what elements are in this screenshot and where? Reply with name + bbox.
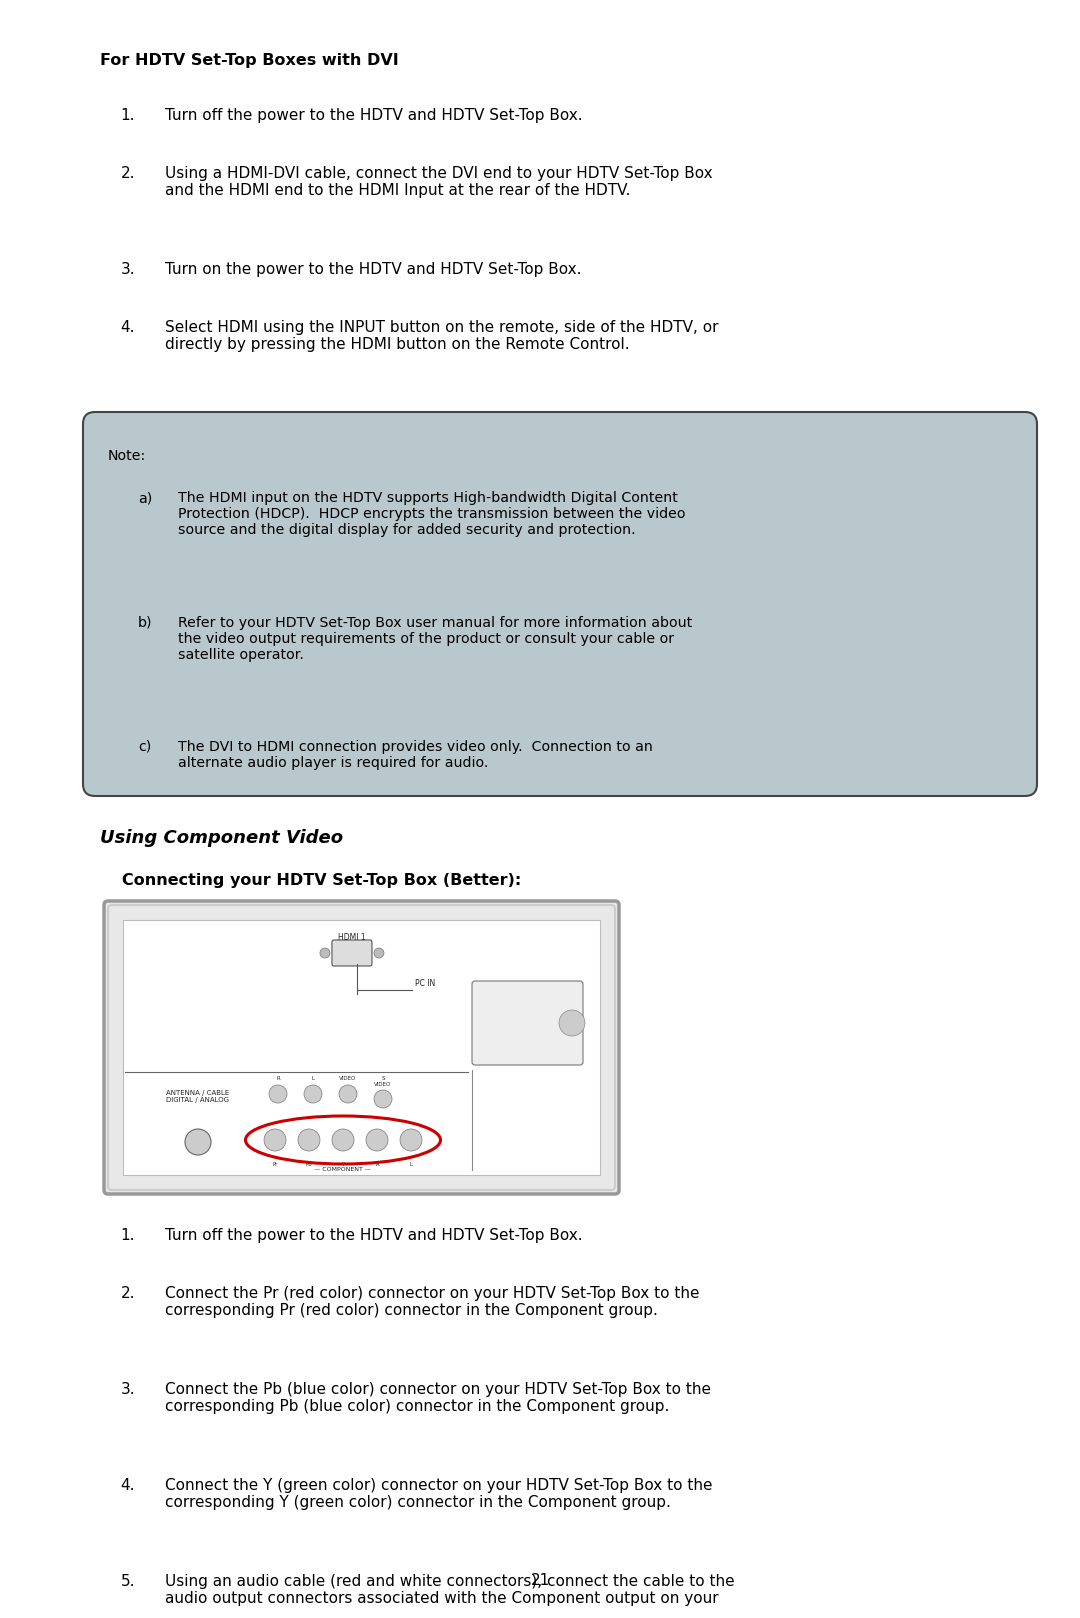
Text: For HDTV Set-Top Boxes with DVI: For HDTV Set-Top Boxes with DVI bbox=[100, 53, 399, 68]
Text: Connect the Pr (red color) connector on your HDTV Set-Top Box to the
correspondi: Connect the Pr (red color) connector on … bbox=[165, 1286, 700, 1319]
Text: ANTENNA / CABLE
DIGITAL / ANALOG: ANTENNA / CABLE DIGITAL / ANALOG bbox=[166, 1091, 230, 1103]
Circle shape bbox=[185, 1129, 211, 1155]
Text: 21: 21 bbox=[530, 1573, 550, 1587]
Circle shape bbox=[298, 1129, 320, 1150]
Text: VIDEO: VIDEO bbox=[339, 1076, 356, 1081]
Text: Using Component Video: Using Component Video bbox=[100, 828, 343, 846]
Text: 5.: 5. bbox=[121, 1574, 135, 1589]
FancyBboxPatch shape bbox=[104, 901, 619, 1194]
Text: 2.: 2. bbox=[121, 167, 135, 181]
Circle shape bbox=[332, 1129, 354, 1150]
Text: Connecting your HDTV Set-Top Box (Better):: Connecting your HDTV Set-Top Box (Better… bbox=[122, 874, 522, 888]
Circle shape bbox=[264, 1129, 286, 1150]
Text: PC IN: PC IN bbox=[415, 979, 435, 989]
Text: R: R bbox=[375, 1162, 379, 1167]
Text: S
VIDEO: S VIDEO bbox=[375, 1076, 392, 1087]
Text: Y: Y bbox=[341, 1162, 345, 1167]
Text: The HDMI input on the HDTV supports High-bandwidth Digital Content
Protection (H: The HDMI input on the HDTV supports High… bbox=[178, 490, 686, 537]
Text: 1.: 1. bbox=[121, 1228, 135, 1243]
Text: Connect the Pb (blue color) connector on your HDTV Set-Top Box to the
correspond: Connect the Pb (blue color) connector on… bbox=[165, 1382, 711, 1414]
Text: b): b) bbox=[138, 615, 152, 629]
Circle shape bbox=[366, 1129, 388, 1150]
Text: — COMPONENT —: — COMPONENT — bbox=[314, 1167, 372, 1171]
Text: Note:: Note: bbox=[108, 450, 146, 463]
Text: c): c) bbox=[138, 739, 151, 754]
Circle shape bbox=[559, 1010, 585, 1036]
Text: L: L bbox=[311, 1076, 314, 1081]
FancyBboxPatch shape bbox=[472, 981, 583, 1065]
Text: HDMI 1: HDMI 1 bbox=[338, 934, 366, 942]
Circle shape bbox=[339, 1086, 357, 1103]
Text: L: L bbox=[409, 1162, 413, 1167]
Text: Turn on the power to the HDTV and HDTV Set-Top Box.: Turn on the power to the HDTV and HDTV S… bbox=[165, 262, 581, 277]
Text: 4.: 4. bbox=[121, 1477, 135, 1493]
Text: 4.: 4. bbox=[121, 320, 135, 335]
Text: Pb: Pb bbox=[306, 1162, 312, 1167]
Text: Using an audio cable (red and white connectors), connect the cable to the
audio : Using an audio cable (red and white conn… bbox=[165, 1574, 734, 1607]
FancyBboxPatch shape bbox=[123, 921, 600, 1175]
Text: R: R bbox=[276, 1076, 280, 1081]
Text: Refer to your HDTV Set-Top Box user manual for more information about
the video : Refer to your HDTV Set-Top Box user manu… bbox=[178, 615, 692, 662]
Text: Pr: Pr bbox=[272, 1162, 278, 1167]
Circle shape bbox=[374, 1091, 392, 1108]
Text: 1.: 1. bbox=[121, 108, 135, 123]
Text: 3.: 3. bbox=[120, 1382, 135, 1396]
Text: 3.: 3. bbox=[120, 262, 135, 277]
FancyBboxPatch shape bbox=[332, 940, 372, 966]
Text: Connect the Y (green color) connector on your HDTV Set-Top Box to the
correspond: Connect the Y (green color) connector on… bbox=[165, 1477, 713, 1510]
Text: Turn off the power to the HDTV and HDTV Set-Top Box.: Turn off the power to the HDTV and HDTV … bbox=[165, 108, 582, 123]
Circle shape bbox=[303, 1086, 322, 1103]
FancyBboxPatch shape bbox=[83, 413, 1037, 796]
FancyBboxPatch shape bbox=[108, 904, 615, 1189]
Circle shape bbox=[400, 1129, 422, 1150]
Circle shape bbox=[269, 1086, 287, 1103]
Text: Select HDMI using the INPUT button on the remote, side of the HDTV, or
directly : Select HDMI using the INPUT button on th… bbox=[165, 320, 718, 353]
Circle shape bbox=[374, 948, 384, 958]
Circle shape bbox=[320, 948, 330, 958]
Text: The DVI to HDMI connection provides video only.  Connection to an
alternate audi: The DVI to HDMI connection provides vide… bbox=[178, 739, 653, 770]
Text: Turn off the power to the HDTV and HDTV Set-Top Box.: Turn off the power to the HDTV and HDTV … bbox=[165, 1228, 582, 1243]
Text: Using a HDMI-DVI cable, connect the DVI end to your HDTV Set-Top Box
and the HDM: Using a HDMI-DVI cable, connect the DVI … bbox=[165, 167, 713, 199]
Text: a): a) bbox=[138, 490, 152, 505]
Text: 2.: 2. bbox=[121, 1286, 135, 1301]
